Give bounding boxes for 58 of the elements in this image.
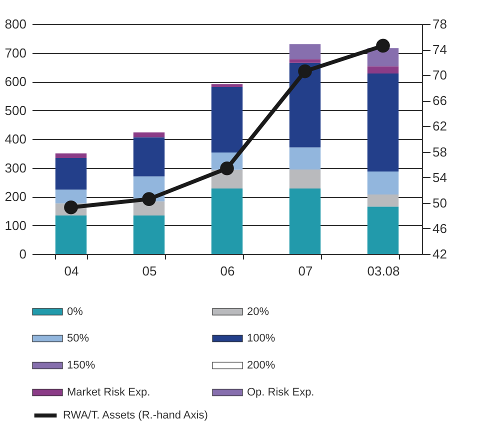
y2-tick-label: 70 xyxy=(432,68,447,83)
y-tick-label: 300 xyxy=(4,160,26,176)
legend-label: Op. Risk Exp. xyxy=(247,386,314,398)
y2-tick-label: 54 xyxy=(432,170,447,185)
x-tick-label: 05 xyxy=(142,264,157,278)
y-tick-label: 400 xyxy=(4,132,26,146)
bar xyxy=(367,171,399,194)
bar xyxy=(367,73,399,172)
bar xyxy=(133,215,165,254)
x-tick-label: 03.08 xyxy=(367,264,400,278)
bar xyxy=(133,132,165,138)
legend-label: 200% xyxy=(247,360,276,372)
bar xyxy=(55,158,87,190)
bar xyxy=(55,215,87,254)
y-tick-label: 500 xyxy=(4,102,26,118)
bar xyxy=(289,188,321,254)
y2-tick-label: 46 xyxy=(432,220,447,236)
legend-label: RWA/T. Assets (R.-hand Axis) xyxy=(63,410,208,422)
y-tick-label: 0 xyxy=(19,246,26,262)
bar xyxy=(289,59,321,63)
y-tick-label: 700 xyxy=(4,45,26,60)
bar xyxy=(367,206,399,254)
y2-tick-label: 58 xyxy=(432,144,447,160)
bar xyxy=(55,153,87,158)
point xyxy=(376,38,390,53)
x-tick-label: 06 xyxy=(220,264,235,278)
legend-label: Market Risk Exp. xyxy=(67,386,150,398)
bar xyxy=(289,169,321,188)
bar xyxy=(289,44,321,60)
legend-label: 20% xyxy=(247,306,270,318)
y-tick-label: 800 xyxy=(4,16,26,32)
x-tick-label: 07 xyxy=(298,264,313,278)
legend-label: 0% xyxy=(67,306,84,318)
y2-tick-label: 42 xyxy=(432,246,447,262)
legend-label: 150% xyxy=(67,360,96,372)
y2-tick-label: 74 xyxy=(432,42,447,58)
point xyxy=(142,192,156,206)
y2-tick-label: 62 xyxy=(432,118,447,134)
bar xyxy=(289,147,321,170)
y-tick-label: 100 xyxy=(4,218,26,233)
bar xyxy=(133,137,165,176)
y2-tick-label: 50 xyxy=(432,195,447,210)
y-tick-label: 200 xyxy=(4,189,26,204)
y2-tick-label: 78 xyxy=(432,16,447,32)
y2-tick-label: 66 xyxy=(432,93,447,108)
bar xyxy=(211,86,243,153)
bar xyxy=(211,188,243,254)
y-tick-label: 600 xyxy=(4,74,26,89)
bar xyxy=(367,194,399,207)
point xyxy=(298,64,312,78)
bar xyxy=(289,62,321,148)
point xyxy=(64,200,78,214)
bar xyxy=(367,66,399,74)
bar xyxy=(55,190,87,204)
legend-label: 100% xyxy=(247,332,276,344)
legend-label: 50% xyxy=(67,332,90,344)
bar xyxy=(211,84,243,87)
x-tick-label: 04 xyxy=(64,264,79,278)
